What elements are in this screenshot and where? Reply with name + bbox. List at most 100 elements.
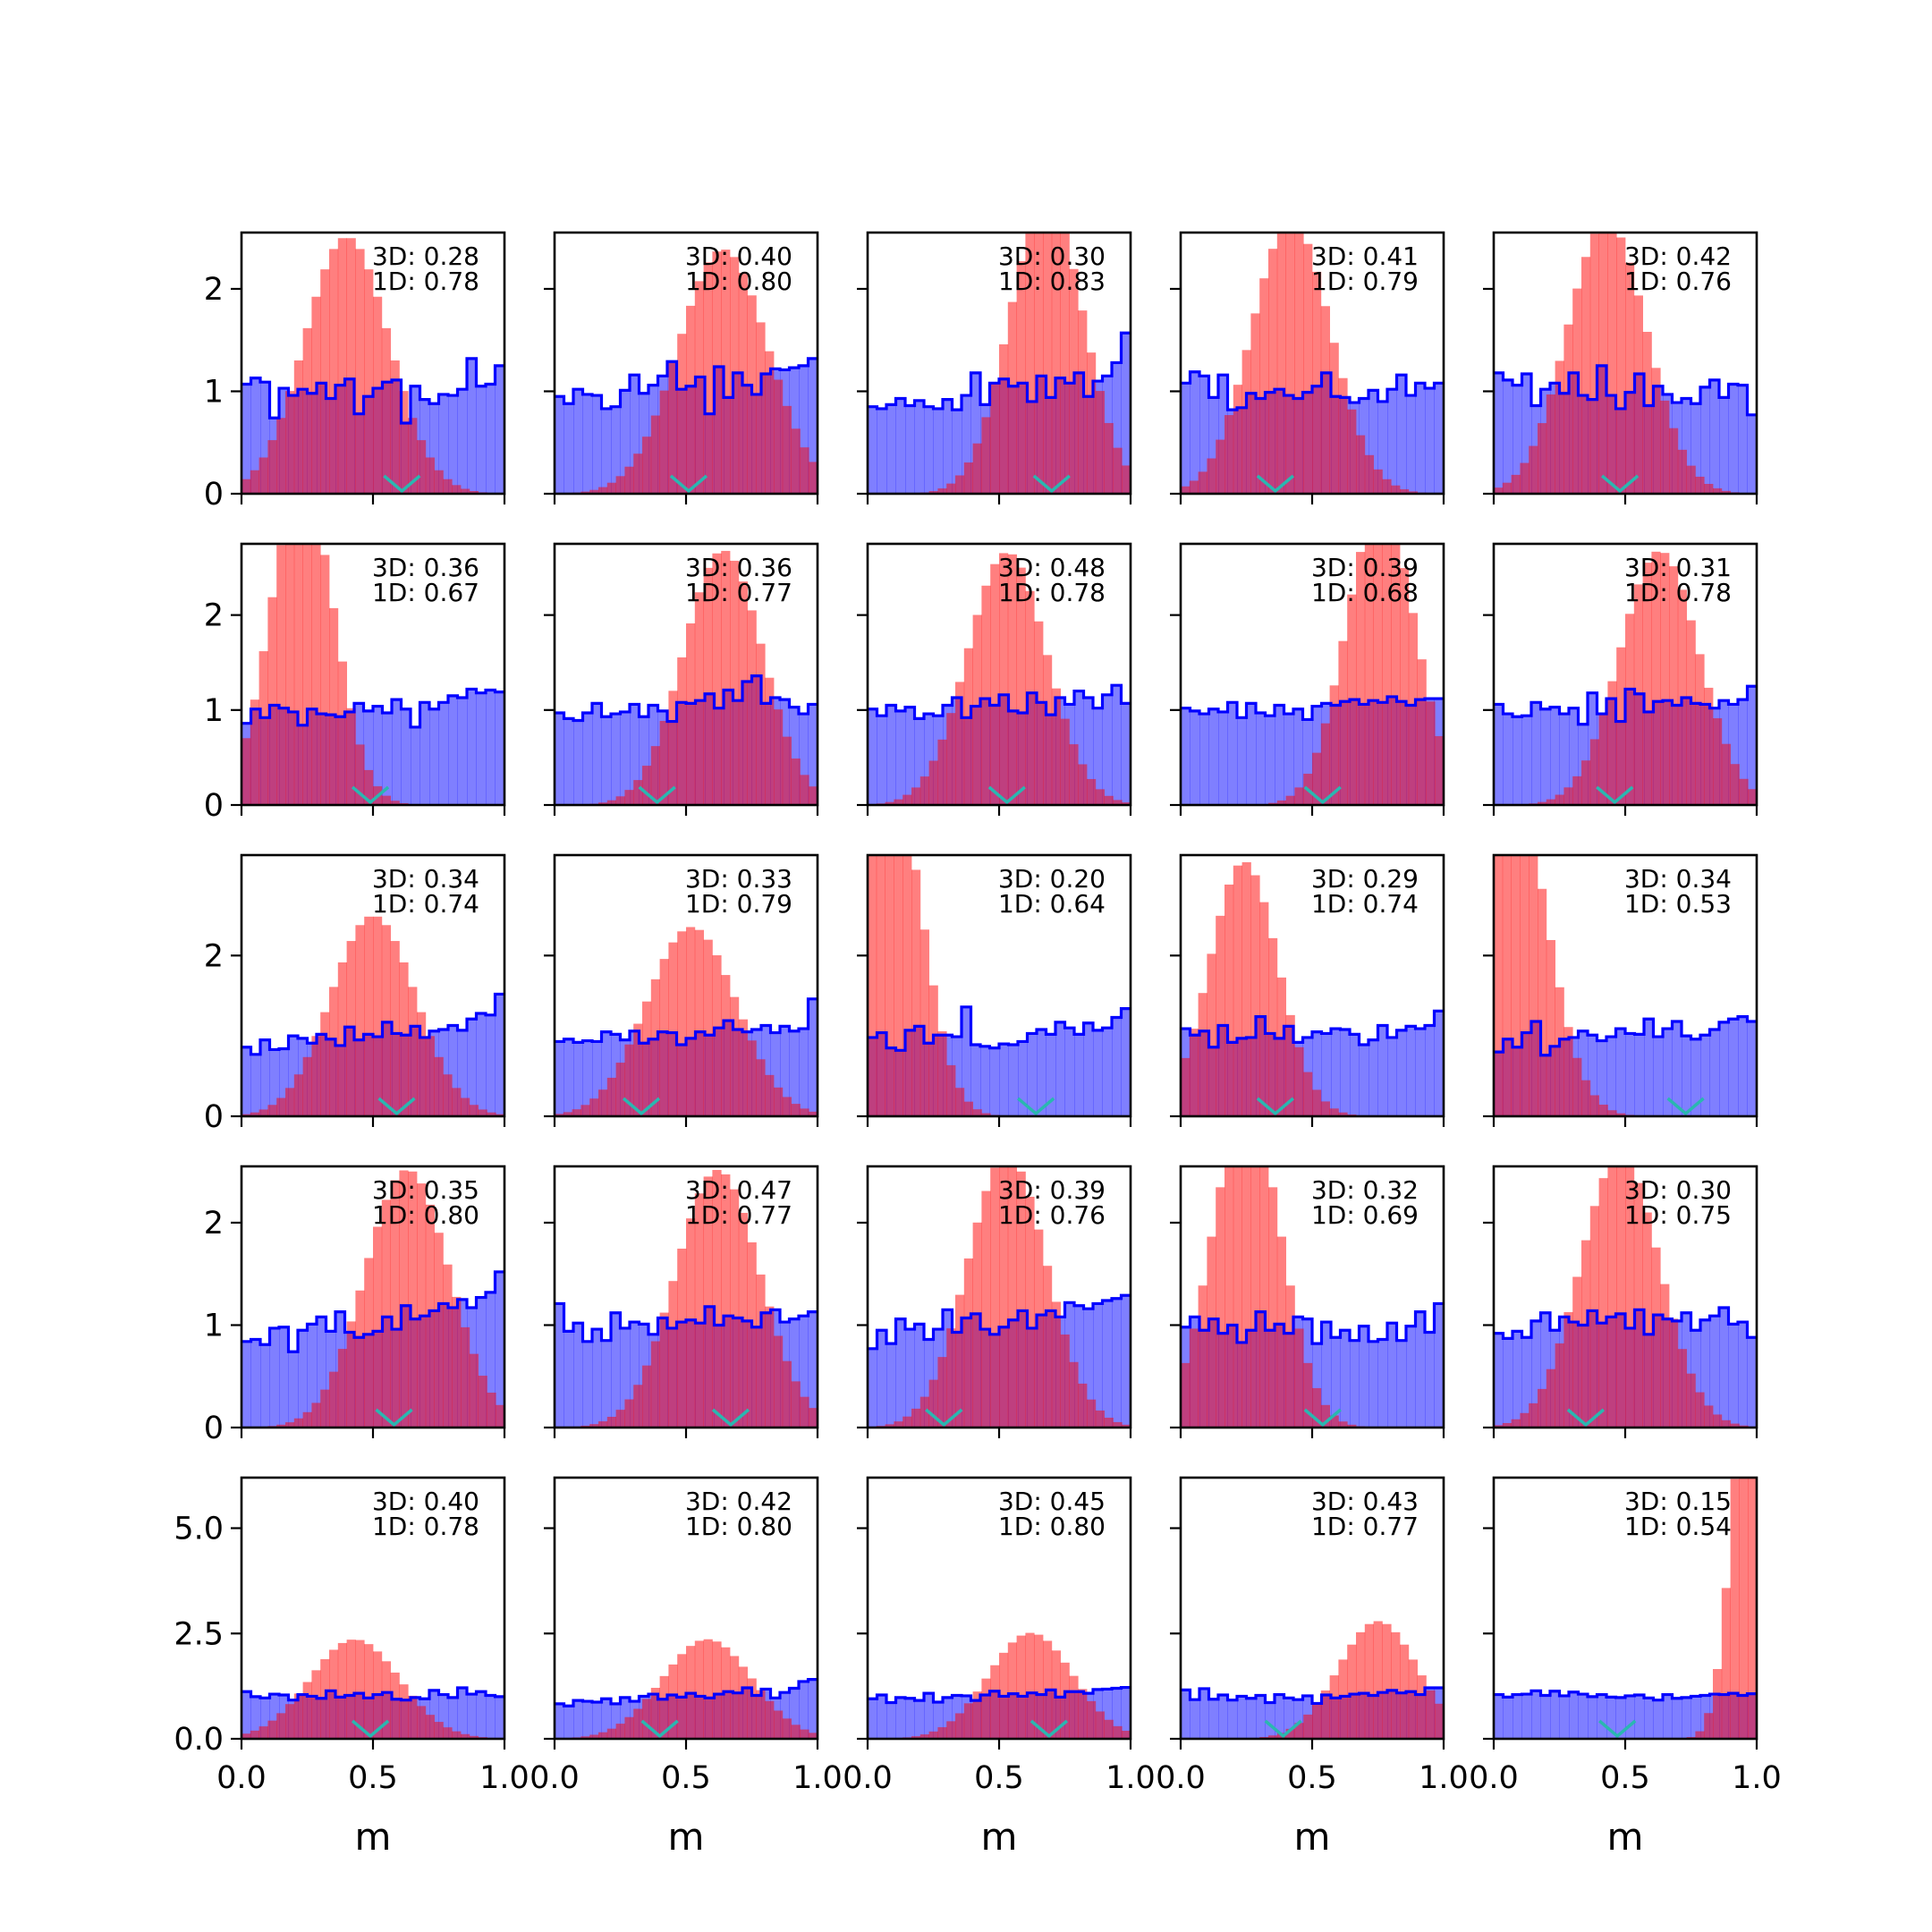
prior-bar: [877, 1330, 887, 1428]
posterior-bar: [417, 1706, 427, 1739]
posterior-bar: [1373, 544, 1383, 805]
posterior-bar: [765, 1074, 775, 1116]
prior-bar: [1540, 1695, 1551, 1739]
prior-bar: [486, 1292, 496, 1428]
prior-bar: [582, 1040, 593, 1116]
prior-bar: [799, 1316, 809, 1428]
posterior-bar: [1241, 861, 1251, 1116]
plot-area: [1494, 855, 1757, 1116]
posterior-bar: [1113, 447, 1123, 494]
posterior-bar: [937, 1030, 947, 1116]
posterior-bar: [589, 489, 599, 494]
posterior-bar: [1329, 1675, 1339, 1739]
prior-bar: [799, 1681, 809, 1739]
posterior-bar: [381, 1661, 391, 1739]
prior-bar: [373, 706, 383, 805]
posterior-bar: [1660, 1284, 1670, 1428]
prior-step-line: [242, 992, 504, 1056]
posterior-bar: [302, 1411, 312, 1428]
plot-area: [1181, 861, 1444, 1116]
prior-bar: [1747, 1337, 1757, 1428]
score-annotation: 3D: 0.47: [685, 1175, 792, 1205]
posterior-bar: [919, 1734, 929, 1739]
prior-bar: [1018, 1041, 1028, 1116]
prior-bar: [582, 713, 593, 805]
posterior-bar: [946, 483, 956, 494]
x-tick-label: 1.0: [1732, 1760, 1782, 1796]
posterior-bar: [1025, 1632, 1035, 1739]
posterior-bar: [1713, 1414, 1723, 1428]
prior-bar: [1719, 1021, 1729, 1116]
prior-step-line: [555, 1677, 818, 1707]
posterior-bar: [1007, 1166, 1017, 1428]
prior-step-line: [1494, 1306, 1757, 1340]
posterior-bar: [1607, 233, 1617, 494]
posterior-bar: [346, 941, 356, 1116]
prior-bar: [1503, 714, 1513, 805]
prior-bar: [279, 1048, 289, 1116]
posterior-bar: [800, 1108, 809, 1116]
posterior-bar: [1320, 306, 1330, 494]
score-annotation: 1D: 0.74: [372, 889, 479, 919]
posterior-bar: [1043, 655, 1053, 805]
posterior-bar: [981, 1113, 991, 1116]
plot-area: [555, 550, 818, 805]
prior-bar: [1653, 1699, 1664, 1739]
posterior-bar: [642, 436, 652, 494]
prior-bar: [1340, 1029, 1351, 1116]
prior-bar: [1540, 1312, 1551, 1428]
posterior-bar: [1016, 1635, 1026, 1739]
posterior-bar: [1704, 1713, 1714, 1739]
posterior-bar: [694, 1640, 704, 1739]
posterior-bar: [1268, 937, 1278, 1116]
plot-area: [1494, 1478, 1757, 1739]
posterior-bar: [902, 855, 912, 1116]
posterior-bar: [1312, 1089, 1322, 1116]
posterior-bar: [302, 327, 312, 494]
posterior-bar: [1181, 1057, 1191, 1116]
x-tick-label: 0.0: [843, 1760, 893, 1796]
posterior-bar: [452, 1731, 462, 1739]
posterior-bar: [809, 1111, 818, 1116]
score-annotation: 1D: 0.80: [685, 1512, 792, 1541]
posterior-bar: [1589, 739, 1599, 805]
prior-bar: [601, 408, 612, 494]
prior-bar: [1208, 708, 1219, 805]
posterior-bar: [1721, 1419, 1731, 1428]
prior-bar: [457, 1688, 468, 1739]
y-tick-label: 0: [204, 1411, 224, 1446]
posterior-bar: [452, 1296, 462, 1428]
posterior-bar: [703, 939, 713, 1116]
posterior-bar: [1642, 332, 1652, 494]
posterior-bar: [293, 544, 303, 805]
posterior-bar: [1651, 551, 1661, 805]
posterior-bar: [1364, 1623, 1374, 1739]
posterior-bar: [1043, 233, 1053, 494]
score-annotation: 3D: 0.42: [685, 1487, 792, 1516]
posterior-bar: [1520, 1412, 1530, 1428]
posterior-bar: [1677, 1349, 1687, 1428]
y-tick-label: 2: [204, 938, 224, 974]
prior-bar: [1494, 372, 1504, 494]
posterior-bar: [1563, 787, 1573, 805]
prior-bar: [1312, 1343, 1322, 1428]
prior-bar: [1083, 698, 1094, 805]
prior-bar: [895, 398, 906, 494]
posterior-bar: [1616, 1113, 1626, 1116]
prior-bar: [307, 1324, 318, 1428]
posterior-bar: [276, 1097, 286, 1116]
prior-bar: [1531, 702, 1541, 805]
score-annotation: 1D: 0.64: [998, 889, 1106, 919]
posterior-bar: [355, 925, 365, 1116]
score-annotation: 1D: 0.83: [998, 267, 1106, 296]
prior-bar: [1644, 1698, 1654, 1739]
prior-bar: [1181, 708, 1191, 805]
posterior-bar: [1642, 563, 1652, 805]
x-axis-label: m: [668, 1815, 705, 1859]
posterior-bar: [1285, 1285, 1295, 1428]
prior-bar: [611, 1703, 621, 1739]
prior-bar: [317, 1317, 326, 1428]
posterior-bar: [1294, 1328, 1304, 1428]
